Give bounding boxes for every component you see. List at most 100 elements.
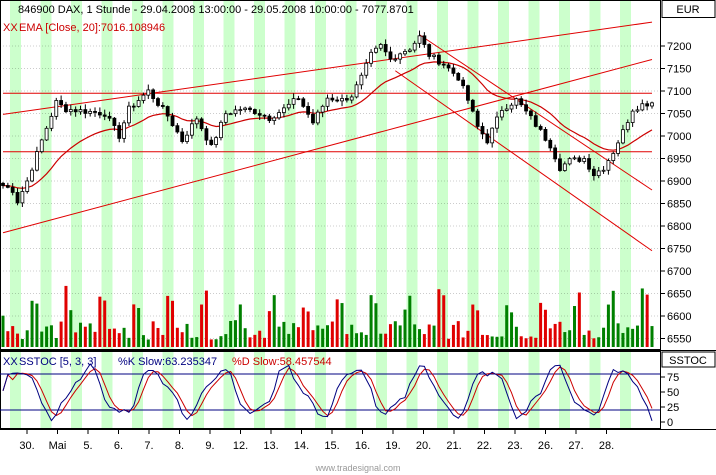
volume-bar [485, 335, 489, 347]
volume-bar [6, 331, 10, 347]
volume-bar [514, 326, 518, 347]
candle-body [64, 104, 68, 113]
volume-bar [161, 334, 165, 347]
volume-bar [287, 333, 291, 347]
time-tick-label: 21. [446, 440, 461, 452]
candle-body [611, 153, 616, 161]
volume-bar [626, 327, 630, 347]
candle-body [209, 139, 214, 145]
time-tick-label: 19. [385, 440, 400, 452]
price-tick-label: 6850 [667, 199, 691, 211]
volume-bar [93, 331, 97, 347]
time-tick-label: 20. [416, 440, 431, 452]
candle-body [296, 98, 301, 101]
stoch-tick-label: 75 [667, 372, 679, 384]
volume-bar [422, 334, 426, 347]
trendline [2, 59, 653, 234]
candle-body [577, 157, 582, 162]
candle-body [562, 163, 567, 171]
price-axis: 7200 7150 7100 7050 7000 6950 6900 6850 6800 6750… [660, 41, 691, 346]
time-tick-label: 16. [355, 440, 370, 452]
volume-bar [171, 300, 175, 347]
currency-label: EUR [676, 4, 699, 16]
candle-body [412, 42, 417, 51]
session-band [223, 1, 235, 428]
candle-body [267, 115, 272, 121]
candle-body [519, 98, 524, 106]
volume-bars [1, 285, 654, 347]
candle-body [175, 125, 180, 133]
candle-body [1, 182, 5, 186]
volume-bar [311, 330, 315, 347]
volume-bar [539, 302, 543, 347]
volume-bar [243, 328, 247, 347]
candle-body [282, 107, 286, 113]
volume-bar [238, 304, 242, 347]
trendline [2, 21, 653, 115]
candle-body [524, 104, 528, 112]
volume-bar [54, 338, 58, 347]
volume-bar [577, 292, 581, 347]
candle-body [466, 85, 470, 101]
candle-body [223, 113, 228, 123]
time-tick-label: 9. [205, 440, 214, 452]
volume-bar [602, 327, 606, 347]
volume-bar [69, 310, 73, 347]
candle-body [359, 74, 364, 86]
candle-body [286, 103, 291, 109]
price-tick-label: 7000 [667, 131, 691, 143]
volume-bar [568, 330, 572, 347]
candle-body [73, 109, 78, 113]
volume-bar [519, 336, 523, 347]
volume-bar [180, 332, 184, 347]
volume-bar [563, 332, 567, 347]
candle-body [591, 168, 596, 177]
time-tick-label: 26. [538, 440, 553, 452]
volume-bar [340, 303, 344, 347]
candle-body [596, 170, 601, 177]
candle-body [35, 151, 39, 171]
volume-bar [374, 303, 378, 347]
volume-bar [1, 315, 5, 347]
volume-bar [466, 330, 470, 347]
volume-bar [59, 321, 63, 347]
session-band [254, 1, 265, 428]
candle-body [480, 126, 485, 135]
candle-body [277, 112, 281, 119]
candle-body [219, 121, 223, 139]
volume-bar [204, 290, 208, 347]
candle-body [102, 114, 107, 117]
volume-bar [156, 327, 160, 347]
candle-body [25, 180, 30, 192]
candle-body [165, 106, 170, 117]
volume-bar [635, 325, 639, 347]
candle-body [504, 108, 509, 111]
volume-bar [272, 295, 276, 347]
stoch-plot [0, 363, 660, 422]
volume-bar [451, 324, 455, 347]
session-band [284, 1, 296, 428]
currency-badge [661, 0, 716, 18]
candle-body [291, 98, 296, 105]
session-band [406, 1, 418, 428]
volume-bar [40, 331, 44, 347]
candle-body [68, 109, 73, 113]
volume-bar [495, 336, 499, 347]
volume-bar [146, 339, 150, 347]
time-tick-label: 30. [19, 440, 34, 452]
volume-bar [151, 321, 155, 347]
volume-bar [461, 337, 465, 347]
candle-body [383, 44, 388, 53]
session-band [132, 1, 143, 428]
stoch-legend-name: SSTOC [5, 3, 3] [19, 356, 96, 368]
session-band [10, 1, 21, 428]
candle-body [311, 113, 315, 124]
candle-body [529, 110, 533, 117]
watermark: www.tradesignal.com [314, 463, 400, 473]
candle-body [141, 94, 146, 101]
candle-body [54, 100, 59, 117]
volume-bar [296, 327, 300, 347]
volume-bar [219, 336, 223, 347]
volume-bar [510, 312, 514, 347]
candle-body [451, 67, 456, 74]
